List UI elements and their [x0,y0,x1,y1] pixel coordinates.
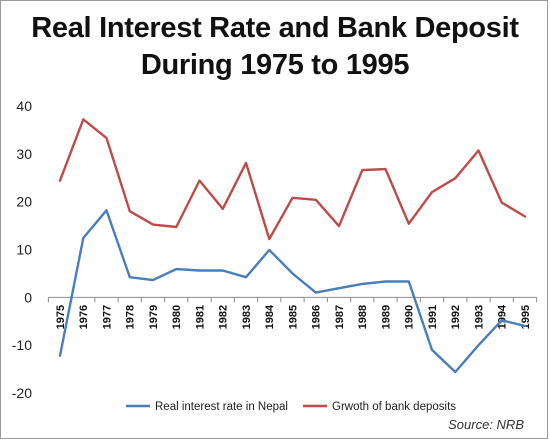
y-tick-label: 10 [16,242,32,258]
y-axis: -20 -10 0 10 20 30 40 [12,98,32,401]
x-tick-label: 1989 [381,305,393,329]
series-line-real-interest [58,209,527,374]
x-tick-label: 1985 [288,305,300,329]
x-tick-label: 1983 [241,305,253,329]
x-tick-label: 1975 [55,305,67,329]
x-tick-label: 1979 [148,305,160,329]
x-tick-label: 1992 [450,305,462,329]
x-tick-label: 1987 [334,305,346,329]
y-tick-label: -20 [12,385,32,401]
chart-title-line2: During 1975 to 1995 [140,49,410,81]
series-lines [58,118,527,374]
legend-label: Grwoth of bank deposits [332,401,456,413]
x-tick-label: 1982 [218,305,230,329]
y-tick-label: 20 [16,194,32,210]
x-tick-label: 1984 [264,304,276,329]
legend-label: Real interest rate in Nepal [155,401,288,413]
source-note: Source: NRB [448,417,524,432]
x-tick-label: 1994 [497,304,509,329]
x-tick-label: 1980 [171,305,183,329]
chart-title-line1: Real Interest Rate and Bank Deposit [31,12,519,44]
x-tick-label: 1988 [357,305,369,329]
y-tick-label: 30 [16,146,32,162]
x-tick-label: 1977 [102,305,114,329]
series-line-bank-deposits [58,118,527,241]
x-tick-label: 1986 [311,305,323,329]
x-tick-label: 1990 [404,305,416,329]
y-tick-label: 40 [16,98,32,114]
x-tick-label: 1995 [520,305,532,329]
x-tick-label: 1991 [427,305,439,329]
chart-title: Real Interest Rate and Bank Deposit Duri… [0,10,550,84]
y-tick-label: 0 [24,289,32,305]
y-tick-label: -10 [12,337,32,353]
x-tick-label: 1976 [78,305,90,329]
legend: Real interest rate in Nepal Grwoth of ban… [126,401,456,413]
x-tick-label: 1978 [125,305,137,329]
x-tick-label: 1993 [474,305,486,329]
x-axis: 1975 1976 1977 1978 1979 1980 1981 1982 1983 1984… [47,296,538,329]
x-tick-label: 1981 [195,305,207,329]
